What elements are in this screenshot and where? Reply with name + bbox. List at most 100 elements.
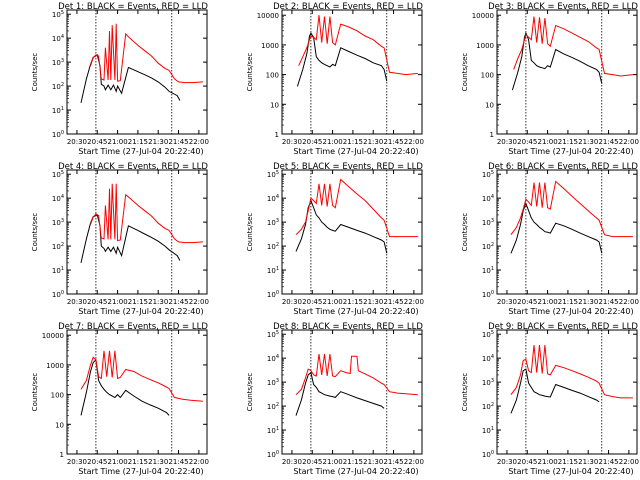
y-tick-label: 103 — [267, 378, 279, 387]
y-axis-label: Counts/sec — [461, 373, 469, 412]
y-tick-label: 100 — [52, 290, 64, 299]
x-tick-label: 20:45 — [517, 298, 537, 306]
y-tick-label: 103 — [52, 218, 64, 227]
y-tick-label: 1000 — [476, 42, 494, 50]
x-tick-label: 21:30 — [148, 458, 168, 466]
series-events-line — [80, 358, 170, 416]
y-tick-label: 100 — [267, 290, 279, 299]
y-tick-label: 105 — [267, 330, 279, 339]
y-tick-label: 101 — [482, 426, 494, 435]
plot-frame — [496, 9, 638, 135]
x-axis-label: Start Time (27-Jul-04 20:22:40) — [78, 147, 203, 156]
x-axis-label: Start Time (27-Jul-04 20:22:40) — [293, 467, 418, 476]
x-tick-label: 20:45 — [302, 458, 322, 466]
y-tick-label: 102 — [52, 82, 64, 91]
series-lld-line — [510, 180, 633, 238]
x-tick-label: 20:45 — [87, 138, 107, 146]
y-tick-label: 101 — [267, 266, 279, 275]
chart-panel-2: Det 2: BLACK = Events, RED = LLD Counts/s… — [246, 2, 424, 156]
x-tick-label: 21:45 — [383, 298, 403, 306]
y-tick-label: 100 — [266, 72, 279, 80]
chart-panel-3: Det 3: BLACK = Events, RED = LLD Counts/s… — [461, 2, 639, 156]
x-tick-label: 22:00 — [404, 458, 424, 466]
y-tick-label: 10 — [55, 421, 64, 429]
x-tick-label: 21:00 — [322, 138, 342, 146]
y-tick-label: 10000 — [257, 12, 279, 20]
x-tick-label: 21:30 — [148, 298, 168, 306]
x-tick-label: 21:00 — [107, 298, 127, 306]
y-tick-label: 1 — [60, 451, 64, 459]
x-tick-label: 21:45 — [598, 458, 618, 466]
series-events-line — [80, 214, 181, 263]
plot-frame — [281, 169, 423, 295]
y-tick-label: 1 — [490, 131, 494, 139]
y-tick-label: 100 — [52, 130, 64, 139]
x-tick-label: 21:30 — [363, 458, 383, 466]
x-tick-label: 20:30 — [497, 458, 517, 466]
x-tick-label: 21:15 — [558, 138, 578, 146]
series-events-line — [296, 32, 388, 87]
x-tick-label: 21:45 — [168, 458, 188, 466]
plot-frame — [281, 329, 423, 455]
y-tick-label: 103 — [482, 378, 494, 387]
y-tick-label: 103 — [52, 58, 64, 67]
plot-frame — [66, 9, 208, 135]
x-tick-label: 20:30 — [67, 298, 87, 306]
x-tick-label: 21:45 — [168, 138, 188, 146]
y-tick-label: 105 — [267, 170, 279, 179]
y-tick-label: 100 — [51, 392, 64, 400]
y-tick-label: 101 — [267, 426, 279, 435]
series-events-line — [510, 202, 603, 254]
chart-title: Det 3: BLACK = Events, RED = LLD — [488, 2, 638, 12]
chart-title: Det 6: BLACK = Events, RED = LLD — [488, 162, 638, 172]
x-tick-label: 21:15 — [343, 138, 363, 146]
chart-title: Det 9: BLACK = Events, RED = LLD — [488, 322, 638, 332]
y-tick-label: 104 — [482, 194, 494, 203]
x-tick-label: 21:45 — [383, 458, 403, 466]
y-tick-label: 104 — [52, 34, 64, 43]
y-axis-label: Counts/sec — [246, 373, 254, 412]
x-tick-label: 21:00 — [322, 458, 342, 466]
y-tick-label: 101 — [52, 266, 64, 275]
y-tick-label: 105 — [482, 330, 494, 339]
chart-panel-9: Det 9: BLACK = Events, RED = LLD Counts/s… — [461, 322, 639, 476]
y-tick-label: 104 — [482, 354, 494, 363]
x-tick-label: 21:45 — [383, 138, 403, 146]
plot-frame — [66, 329, 208, 455]
y-tick-label: 103 — [267, 218, 279, 227]
y-tick-label: 105 — [52, 170, 64, 179]
series-lld-line — [513, 16, 633, 77]
series-lld-line — [295, 178, 418, 238]
series-lld-line — [80, 350, 203, 402]
chart-title: Det 5: BLACK = Events, RED = LLD — [273, 162, 423, 172]
plot-frame — [281, 9, 423, 135]
chart-panel-4: Det 4: BLACK = Events, RED = LLD Counts/s… — [31, 162, 209, 316]
x-tick-label: 22:00 — [619, 298, 639, 306]
y-tick-label: 1 — [275, 131, 279, 139]
y-tick-label: 101 — [52, 106, 64, 115]
y-tick-label: 104 — [267, 354, 279, 363]
x-tick-label: 21:15 — [558, 298, 578, 306]
x-tick-label: 21:30 — [578, 298, 598, 306]
x-tick-label: 21:30 — [578, 138, 598, 146]
x-tick-label: 21:00 — [107, 458, 127, 466]
y-tick-label: 102 — [267, 242, 279, 251]
x-tick-label: 20:45 — [517, 138, 537, 146]
x-tick-label: 22:00 — [404, 298, 424, 306]
x-tick-label: 22:00 — [189, 298, 209, 306]
plot-frame — [496, 169, 638, 295]
x-tick-label: 21:00 — [107, 138, 127, 146]
x-tick-label: 20:45 — [87, 458, 107, 466]
x-tick-label: 21:30 — [363, 138, 383, 146]
y-tick-label: 100 — [267, 450, 279, 459]
chart-title: Det 4: BLACK = Events, RED = LLD — [58, 162, 208, 172]
x-tick-label: 20:30 — [282, 138, 302, 146]
y-tick-label: 102 — [482, 402, 494, 411]
x-tick-label: 21:15 — [128, 298, 148, 306]
y-tick-label: 103 — [482, 218, 494, 227]
y-tick-label: 10000 — [42, 332, 64, 340]
x-tick-label: 21:30 — [578, 458, 598, 466]
chart-panel-5: Det 5: BLACK = Events, RED = LLD Counts/s… — [246, 162, 424, 316]
x-tick-label: 20:45 — [517, 458, 537, 466]
